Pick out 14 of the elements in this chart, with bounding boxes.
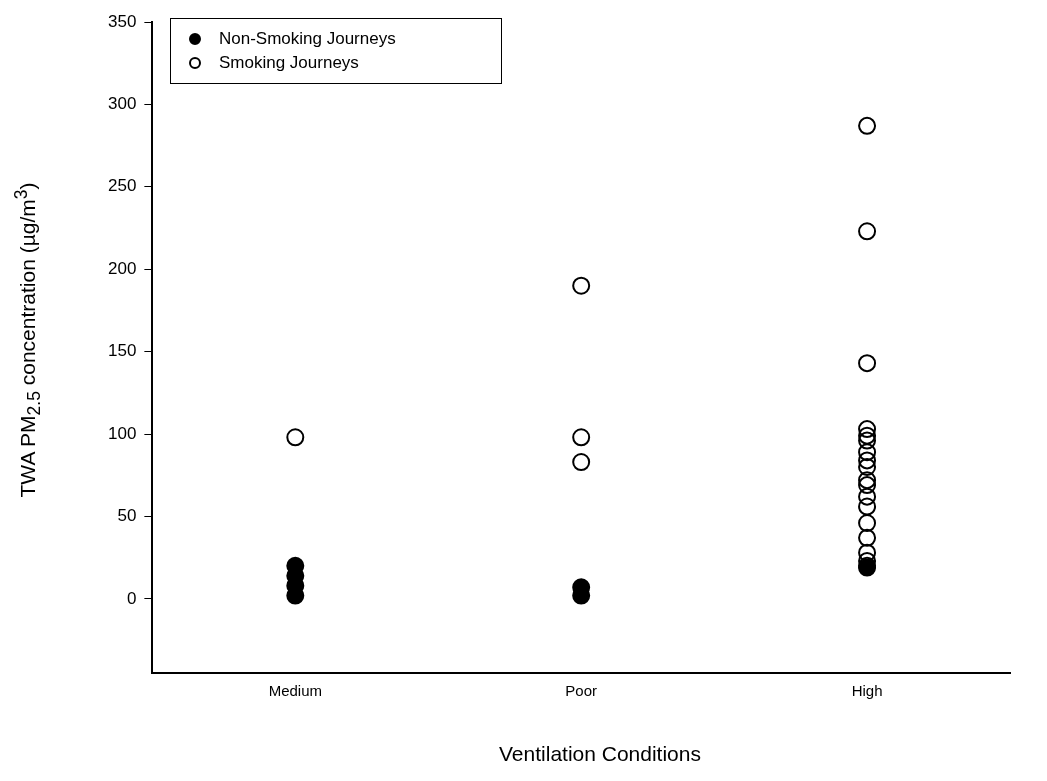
y-tick-label: 250: [107, 176, 137, 196]
y-tick-label: 300: [107, 94, 137, 114]
y-tick-label: 350: [107, 11, 137, 31]
y-tick-label: 100: [107, 423, 137, 443]
legend-label: Smoking Journeys: [219, 53, 359, 73]
x-axis-title: Ventilation Conditions: [499, 742, 701, 766]
x-tick-label: Poor: [565, 682, 598, 700]
y-tick-label: 150: [107, 341, 137, 361]
y-tick-label: 0: [126, 588, 137, 608]
x-tick-label: Medium: [268, 682, 322, 700]
x-tick-label: High: [851, 682, 883, 700]
y-tick-label: 200: [107, 258, 137, 278]
legend-label: Non-Smoking Journeys: [219, 29, 396, 49]
y-tick-label: 50: [117, 506, 137, 526]
